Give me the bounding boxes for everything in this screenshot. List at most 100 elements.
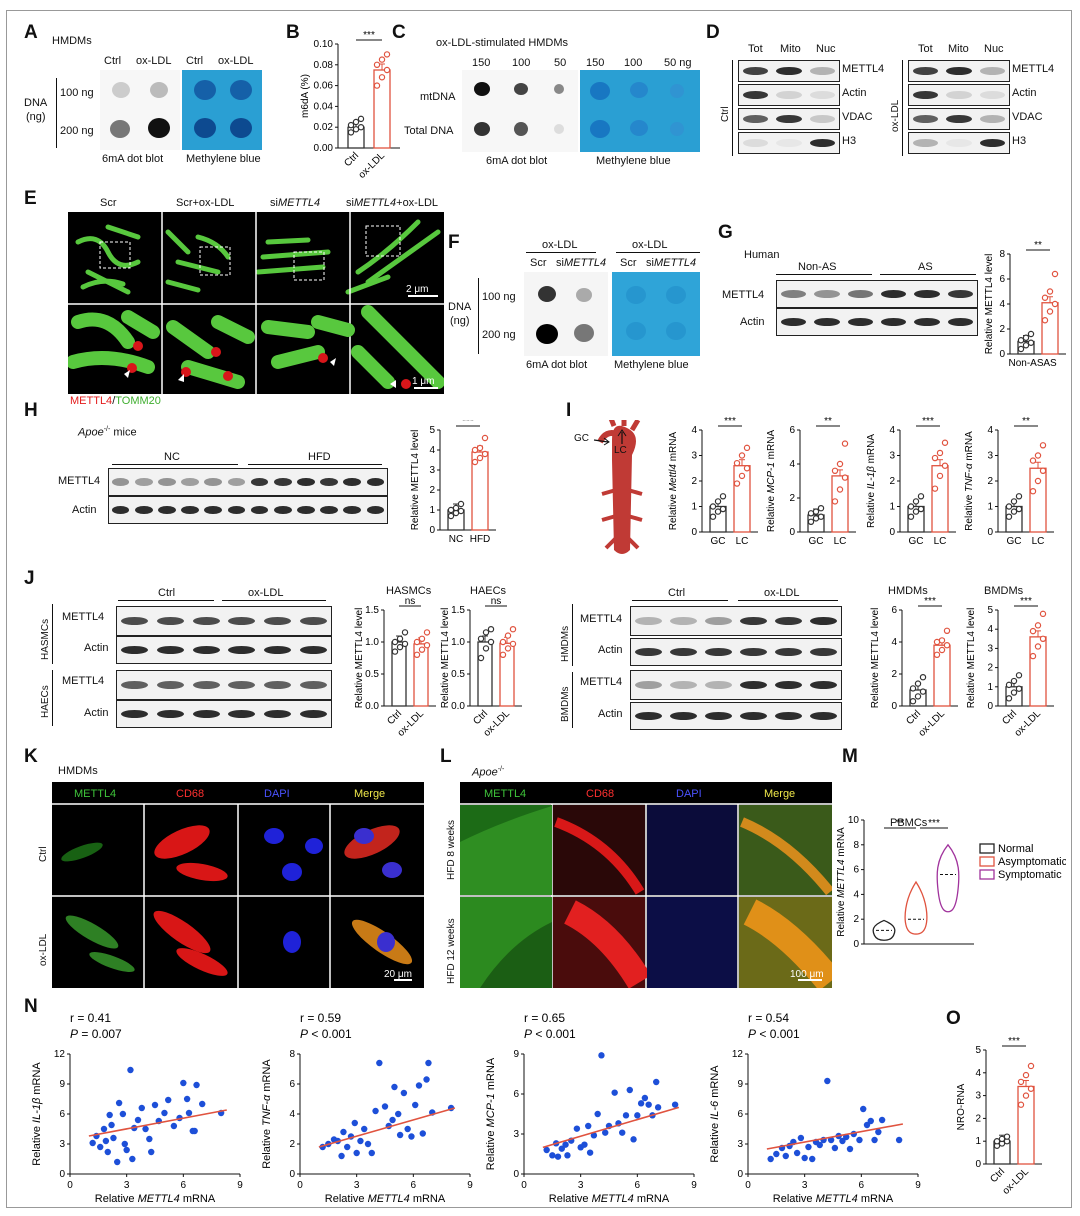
y-axis-label-part: MCP-1 bbox=[766, 462, 777, 493]
data-point bbox=[867, 1117, 874, 1125]
data-point bbox=[487, 626, 495, 633]
data-point bbox=[1015, 672, 1023, 679]
legend-swatch bbox=[979, 869, 995, 880]
sig-label: *** bbox=[1020, 596, 1032, 607]
data-point bbox=[123, 1146, 130, 1154]
panel-f-group1: ox-LDL bbox=[542, 239, 578, 251]
y-axis-label: Relative METTL4 mRNA bbox=[836, 827, 847, 937]
data-point bbox=[499, 651, 507, 659]
blot-band bbox=[810, 681, 837, 689]
blot-d-ctrl-mettl4 bbox=[738, 60, 840, 82]
blot-band bbox=[776, 139, 802, 147]
data-point bbox=[351, 1119, 358, 1127]
panel-i-lc-label: LC bbox=[614, 445, 627, 456]
data-point bbox=[907, 503, 915, 510]
data-point bbox=[931, 454, 939, 462]
panel-j-b2-d: Actin bbox=[598, 708, 623, 720]
blot-band bbox=[635, 681, 662, 689]
panel-a-dot-blot bbox=[100, 70, 180, 150]
data-point bbox=[372, 1107, 379, 1115]
blot-j-haec-actin bbox=[116, 700, 332, 728]
panel-e-legend: METTL4/TOMM20 bbox=[70, 395, 161, 407]
data-point bbox=[816, 1141, 823, 1149]
data-point bbox=[1041, 317, 1049, 324]
correlation-r: r = 0.41 bbox=[70, 1011, 111, 1025]
x-tick-label: 3 bbox=[124, 1180, 130, 1191]
data-point bbox=[481, 434, 489, 442]
x-tick-label: ox-LDL bbox=[917, 708, 948, 739]
blot-band bbox=[263, 617, 292, 625]
data-point bbox=[423, 642, 431, 649]
data-point bbox=[733, 459, 741, 467]
blot-band bbox=[320, 478, 338, 486]
panel-letter-n: N bbox=[24, 996, 38, 1017]
y-tick-label: 6 bbox=[59, 1109, 65, 1120]
data-point bbox=[1003, 1133, 1011, 1140]
panel-a-row2: 200 ng bbox=[60, 125, 94, 137]
panel-a-row1: 100 ng bbox=[60, 87, 94, 99]
panel-f-caption2: Methylene blue bbox=[614, 359, 689, 371]
panel-f-group2: ox-LDL bbox=[632, 239, 668, 251]
y-tick-label: 5 bbox=[987, 605, 993, 616]
y-tick-label: 9 bbox=[737, 1079, 743, 1090]
blot-d-ctrl-h3 bbox=[738, 132, 840, 154]
data-point bbox=[404, 1125, 411, 1133]
data-point bbox=[812, 508, 820, 515]
panel-k-head-cd68: CD68 bbox=[176, 788, 205, 800]
panel-j-oxldl-left: ox-LDL bbox=[248, 587, 284, 599]
data-point bbox=[1010, 677, 1018, 685]
data-point bbox=[499, 638, 507, 646]
data-point bbox=[1046, 288, 1054, 295]
x-tick-label: 6 bbox=[635, 1180, 641, 1191]
data-point bbox=[573, 1125, 581, 1132]
panel-j-b1-c: METTL4 bbox=[580, 613, 623, 625]
panel-c-methylene-blue bbox=[580, 70, 700, 152]
y-tick-label: 2 bbox=[975, 1113, 981, 1124]
data-point bbox=[1029, 627, 1037, 635]
data-point bbox=[809, 1155, 816, 1163]
data-point bbox=[626, 1086, 633, 1094]
panel-f-dna: DNA bbox=[448, 301, 472, 313]
x-axis-label-part: mRNA bbox=[858, 1193, 894, 1205]
y-tick-label: 0 bbox=[289, 1169, 295, 1180]
x-tick-label: ox-LDL bbox=[1013, 708, 1044, 739]
blot-band bbox=[227, 506, 246, 514]
y-axis-label-part: mRNA bbox=[709, 1065, 721, 1101]
y-axis-label-part: TNF-α bbox=[261, 1094, 273, 1126]
data-point bbox=[400, 1089, 408, 1097]
blot-j-hmdm-actin bbox=[630, 638, 842, 666]
panel-f-row1: 100 ng bbox=[482, 291, 516, 303]
data-point bbox=[199, 1100, 206, 1108]
regression-line bbox=[542, 1106, 680, 1149]
panel-j-side-haecs: HAECs bbox=[40, 685, 51, 718]
y-axis-label: Relative TNF-α mRNA bbox=[964, 431, 975, 531]
data-point bbox=[738, 472, 746, 480]
data-point bbox=[807, 518, 815, 526]
panel-d-side-ctrl: Ctrl bbox=[720, 106, 731, 122]
data-point bbox=[1010, 689, 1018, 696]
blot-band bbox=[881, 290, 907, 298]
y-tick-label: 12 bbox=[54, 1049, 66, 1060]
sig-label: ** bbox=[1034, 240, 1042, 251]
data-point bbox=[1027, 330, 1035, 338]
x-axis-label-part: METTL4 bbox=[592, 1193, 634, 1205]
y-tick-label: 0 bbox=[789, 527, 795, 538]
data-point bbox=[793, 1149, 801, 1157]
data-point bbox=[395, 1110, 402, 1118]
y-tick-label: 0.10 bbox=[314, 39, 334, 50]
data-point bbox=[148, 1148, 155, 1156]
panel-k-row-oxldl: ox-LDL bbox=[38, 933, 49, 966]
data-point bbox=[487, 638, 495, 646]
data-point bbox=[1015, 505, 1023, 513]
panel-d-b3-right: VDAC bbox=[1012, 111, 1043, 123]
data-point bbox=[413, 638, 421, 646]
panel-f-ng: (ng) bbox=[450, 315, 470, 327]
data-point bbox=[767, 1155, 774, 1163]
data-point bbox=[151, 1101, 159, 1109]
blot-band bbox=[913, 91, 939, 99]
blot-d-ox-vdac bbox=[908, 108, 1010, 130]
x-tick-label: 6 bbox=[859, 1180, 865, 1191]
data-point bbox=[801, 1154, 808, 1162]
y-tick-label: 8 bbox=[289, 1049, 295, 1060]
data-point bbox=[1005, 503, 1013, 510]
